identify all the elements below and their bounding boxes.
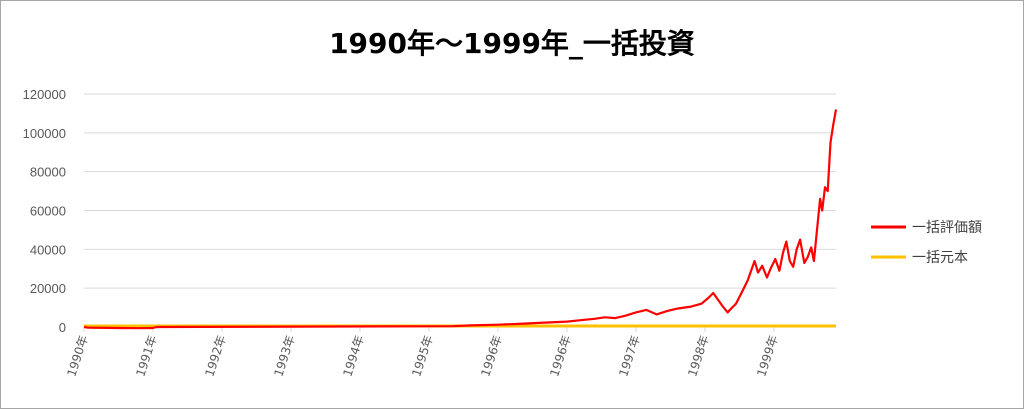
x-tick-label: 1993年 [271, 334, 297, 379]
x-tick-label: 1999年 [754, 334, 780, 379]
x-tick-label: 1997年 [616, 334, 642, 379]
x-axis: 1990年 1991年 1992年 1993年 1994年 1995年 1996年 1996年… [64, 327, 781, 379]
x-tick-label: 1992年 [202, 334, 228, 379]
legend-label: 一括元本 [912, 250, 968, 266]
x-tick-label: 1990年 [64, 334, 90, 379]
series-line-0 [83, 109, 838, 330]
series-layer [83, 109, 838, 330]
y-tick-label: 0 [59, 320, 66, 335]
x-tick-label: 1991年 [133, 334, 159, 379]
y-tick-label: 120000 [23, 87, 66, 102]
grid-layer [84, 93, 836, 328]
y-tick-label: 20000 [30, 281, 66, 296]
x-tick-label: 1996年 [478, 334, 504, 379]
x-tick-label: 1996年 [547, 334, 573, 379]
y-tick-label: 80000 [30, 165, 66, 180]
x-tick-label: 1998年 [685, 334, 711, 379]
x-tick-label: 1994年 [340, 334, 366, 379]
legend-label: 一括評価額 [912, 220, 982, 236]
y-axis: 0 20000 40000 60000 80000 100000 120000 [23, 87, 66, 335]
y-tick-label: 40000 [30, 242, 66, 257]
y-tick-label: 60000 [30, 204, 66, 219]
y-tick-label: 100000 [23, 126, 66, 141]
x-tick-label: 1995年 [409, 334, 435, 379]
chart-title: 1990年〜1999年_一括投資 [329, 27, 695, 60]
